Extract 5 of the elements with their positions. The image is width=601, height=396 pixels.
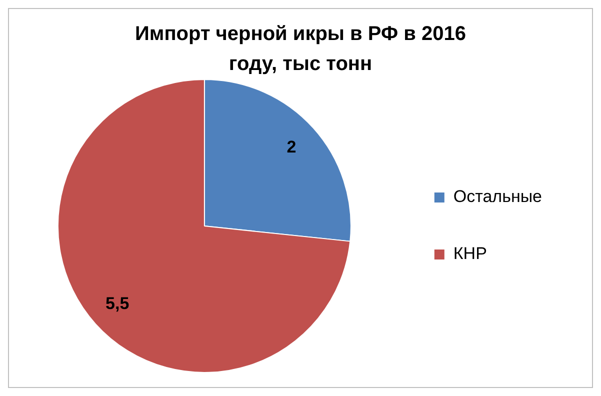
legend-label: Остальные (453, 187, 542, 206)
legend-label: КНР (453, 244, 487, 264)
data-label: 2 (286, 137, 296, 156)
data-label: 5,5 (106, 294, 130, 314)
chart-title: Импорт черной икры в РФ в 2016 году, тыс тонн (134, 22, 467, 77)
